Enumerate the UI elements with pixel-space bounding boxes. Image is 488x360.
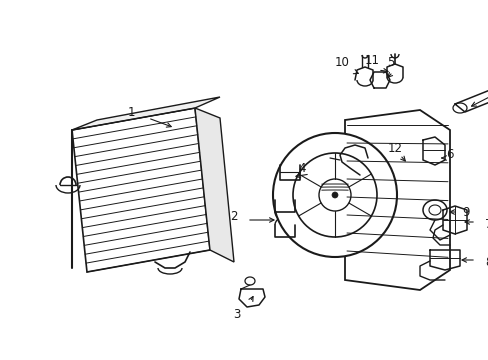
Polygon shape xyxy=(72,97,220,130)
Text: 9: 9 xyxy=(461,206,469,219)
Text: 3: 3 xyxy=(233,309,240,321)
Circle shape xyxy=(272,133,396,257)
Text: 5: 5 xyxy=(386,57,394,69)
Text: 8: 8 xyxy=(484,256,488,269)
Text: 6: 6 xyxy=(446,148,453,162)
Text: 7: 7 xyxy=(484,219,488,231)
Polygon shape xyxy=(72,108,209,272)
Text: 10: 10 xyxy=(334,57,349,69)
Polygon shape xyxy=(195,108,234,262)
Text: 11: 11 xyxy=(364,54,379,67)
Text: 2: 2 xyxy=(230,210,237,222)
Text: 4: 4 xyxy=(298,162,305,175)
Polygon shape xyxy=(345,110,449,290)
Text: 12: 12 xyxy=(386,141,402,154)
Text: 1: 1 xyxy=(127,105,135,118)
Circle shape xyxy=(331,192,337,198)
